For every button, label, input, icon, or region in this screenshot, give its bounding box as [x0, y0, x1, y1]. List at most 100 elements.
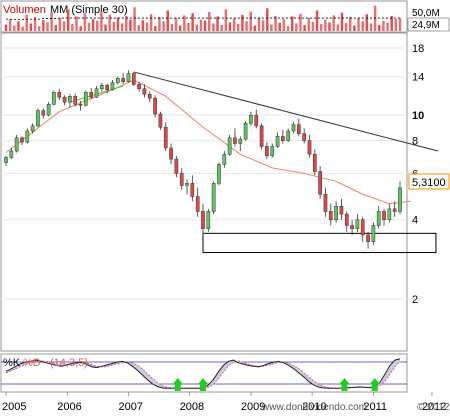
volume-scale-mid-label: 24,9M [412, 20, 440, 31]
candle [185, 179, 189, 195]
candle-body-down [344, 213, 349, 226]
volume-ma-label: MM (Simple 30) [50, 4, 128, 16]
volume-bar [394, 19, 398, 31]
downtrend-line [133, 71, 439, 152]
candle-body-up [206, 211, 211, 229]
candle-body-down [360, 219, 365, 236]
candle [281, 129, 285, 144]
volume-bar [245, 21, 248, 31]
candle [78, 101, 83, 111]
volume-bar [66, 9, 70, 31]
volume-bar [104, 24, 107, 31]
volume-bar [249, 11, 252, 31]
candle-body-down [163, 126, 168, 149]
candle-body-down [265, 146, 269, 157]
volume-bar [220, 25, 223, 31]
volume-bar [79, 26, 82, 31]
volume-bar [382, 20, 385, 31]
candle [227, 135, 232, 156]
copyright: © 2012 [417, 402, 450, 413]
candle [14, 135, 19, 153]
candle [94, 86, 99, 99]
candle [243, 120, 248, 141]
volume-bar [319, 23, 323, 31]
volume-bar [42, 20, 45, 31]
candle [334, 201, 338, 223]
support-box [202, 232, 437, 254]
candle-body-up [126, 73, 131, 82]
candle [20, 136, 24, 145]
candle [137, 81, 141, 92]
volume-bar [261, 20, 265, 31]
volume-bar [295, 23, 298, 31]
candle-body-down [297, 124, 301, 134]
candle-body-up [14, 137, 19, 152]
candle-body-down [147, 94, 152, 99]
volume-bar [116, 17, 120, 31]
oscillator-k-label: %K [3, 357, 21, 369]
candle-body-up [222, 153, 227, 165]
candle-body-down [174, 158, 179, 174]
volume-bar [154, 26, 157, 31]
volume-ma-line [6, 17, 400, 21]
candle-body-down [105, 84, 109, 90]
volume-bar [183, 15, 186, 31]
candle-body-up [9, 150, 14, 158]
volume-bar [178, 25, 182, 31]
candle [206, 208, 211, 232]
candle-body-up [217, 164, 221, 184]
candle [265, 142, 269, 160]
volume-bar [162, 21, 165, 31]
volume-bar [120, 23, 124, 31]
buy-signal-arrow [369, 378, 380, 391]
candle-body-down [73, 95, 78, 105]
volume-scale-max-label: 50,0M [412, 8, 440, 19]
candle-body-down [142, 88, 147, 95]
candle [217, 162, 221, 186]
price-y-tick-label: 2 [412, 294, 418, 306]
candle-body-up [84, 92, 88, 106]
volume-bar [83, 13, 87, 31]
candle-body-down [366, 234, 370, 242]
volume-bars [4, 5, 402, 32]
oscillator-buy-signals [172, 378, 380, 391]
volume-bar [108, 14, 111, 32]
volume-bar [315, 10, 319, 31]
volume-bar [137, 25, 140, 31]
candle-body-up [398, 187, 402, 212]
volume-bar [100, 11, 103, 31]
x-axis-year-label: 2009 [241, 401, 265, 413]
candle [153, 95, 157, 118]
x-axis-year-label: 2012 [422, 401, 446, 413]
candle [4, 155, 8, 167]
candle-body-up [387, 208, 392, 220]
volume-bar [46, 22, 49, 31]
candle [307, 135, 312, 158]
candle-body-down [153, 97, 157, 115]
price-y-tick-label: 4 [412, 215, 418, 227]
candle [163, 122, 168, 152]
volume-bar [133, 7, 136, 31]
candle [312, 149, 317, 176]
volume-bar [328, 22, 331, 31]
candle-body-down [195, 196, 200, 212]
candle [233, 128, 237, 147]
candle [339, 198, 344, 220]
price-y-tick-label: 10 [412, 110, 424, 122]
volume-bar [158, 16, 161, 31]
candle [46, 102, 51, 117]
candle [366, 231, 370, 249]
candle-body-up [100, 84, 104, 89]
candle-body-down [328, 211, 333, 220]
candle-body-up [270, 146, 275, 157]
volume-bar [71, 23, 74, 31]
candle-body-down [312, 153, 317, 172]
candle [387, 203, 392, 223]
volume-bar [311, 21, 315, 31]
volume-bar [212, 23, 215, 31]
volume-bar [29, 23, 33, 31]
candle-body-down [158, 113, 163, 128]
candle [222, 151, 227, 168]
candle [382, 208, 386, 226]
